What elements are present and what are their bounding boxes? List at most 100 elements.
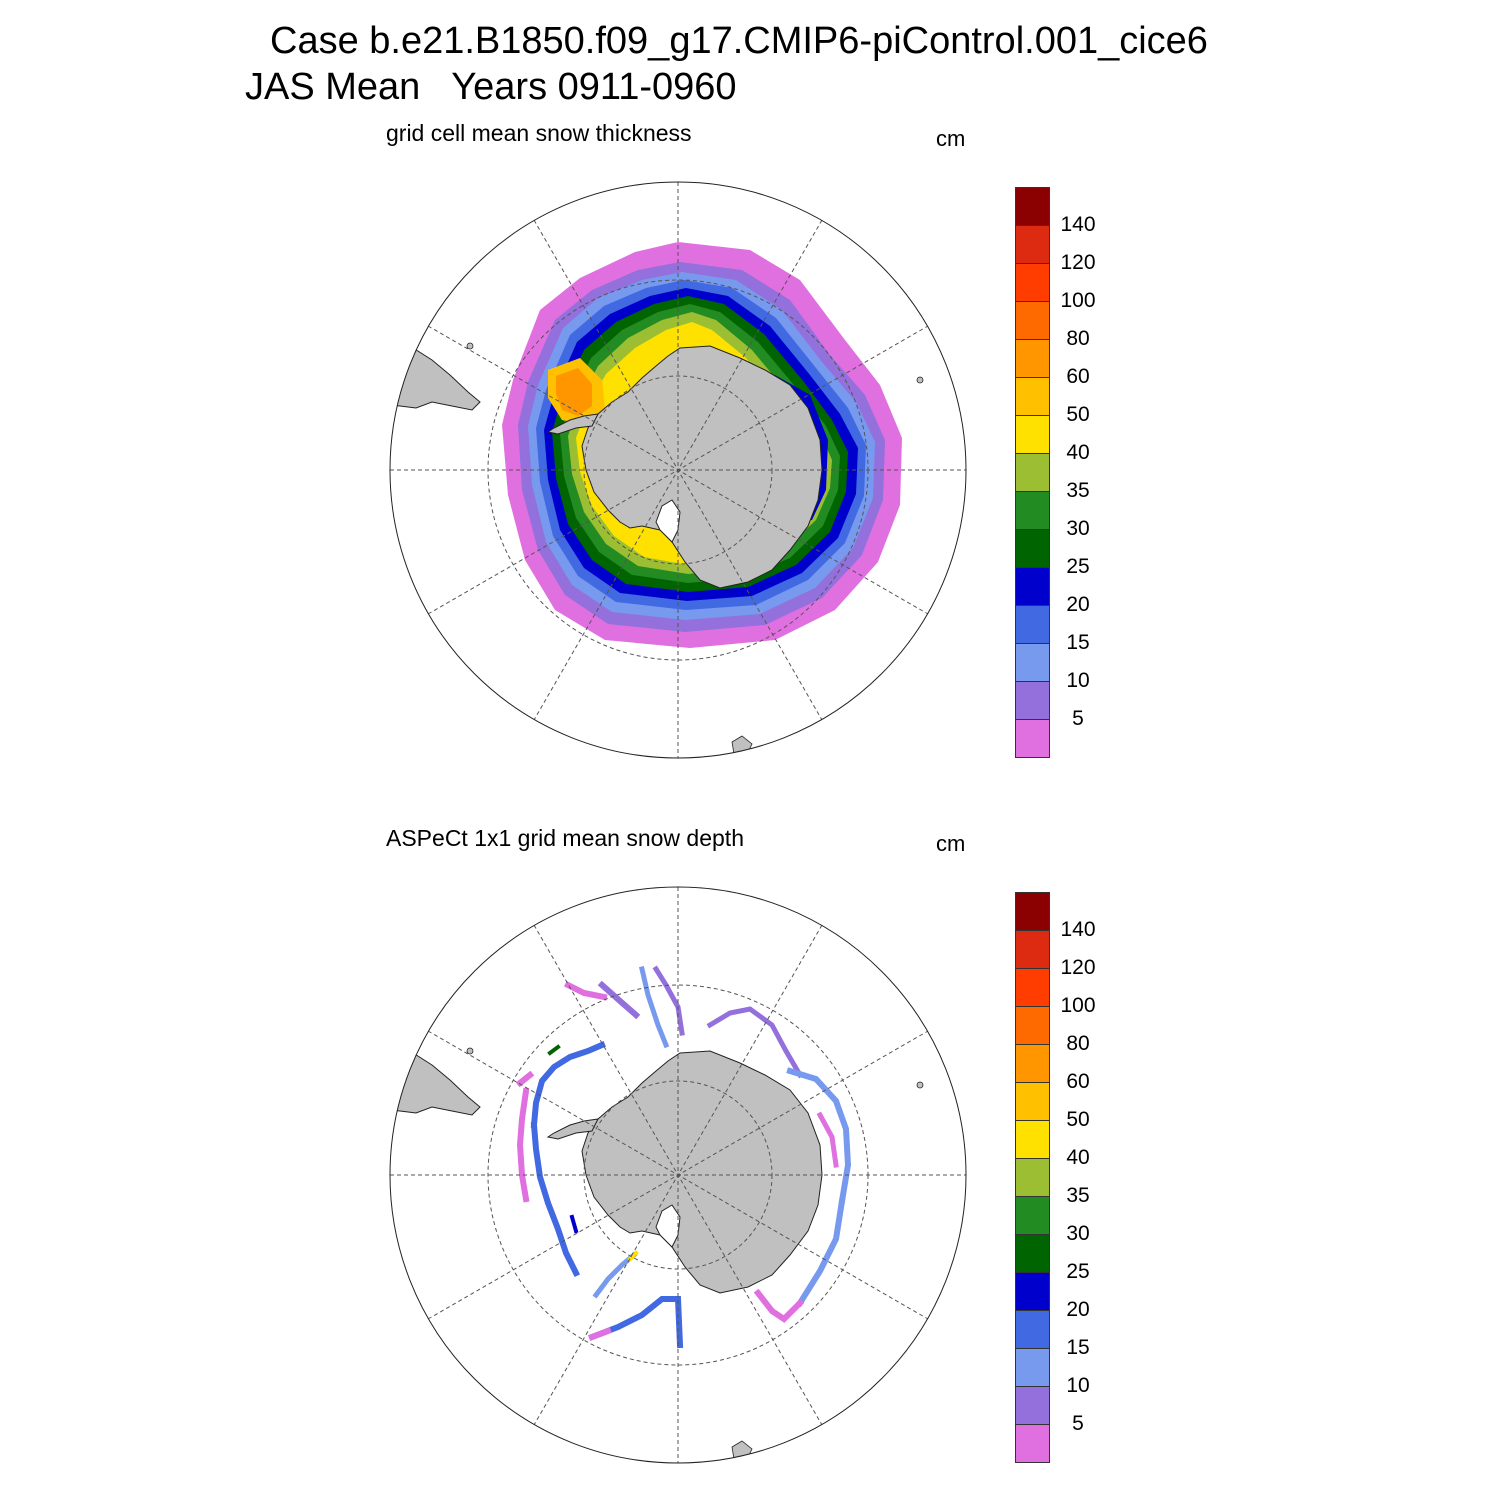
ross-sea-notch xyxy=(655,499,681,543)
colorbar-tick-label: 50 xyxy=(1066,403,1090,426)
colorbar-tick-label: 15 xyxy=(1066,1336,1090,1359)
colorbar-tick-label: 30 xyxy=(1066,517,1090,540)
colorbar-swatch xyxy=(1015,1234,1050,1273)
track-12 xyxy=(592,1251,638,1299)
colorbar-tick-label: 20 xyxy=(1066,593,1090,616)
colorbar-swatch xyxy=(1015,892,1050,931)
track-11 xyxy=(588,1327,612,1341)
track-7 xyxy=(816,1111,839,1168)
graticule xyxy=(390,887,966,1463)
track-9 xyxy=(753,1288,805,1323)
track-17 xyxy=(547,1044,561,1056)
colorbar-swatch xyxy=(1015,567,1050,606)
island-new-zealand xyxy=(731,1440,753,1462)
colorbar-tick-label: 120 xyxy=(1060,956,1096,979)
colorbar-tick-label: 40 xyxy=(1066,1146,1090,1169)
colorbar-tick-label: 25 xyxy=(1066,555,1090,578)
colorbar-tick-label: 20 xyxy=(1066,1298,1090,1321)
colorbar-swatch xyxy=(1015,339,1050,378)
island-kerguelen xyxy=(916,376,924,384)
colorbar-tick-label: 35 xyxy=(1066,1184,1090,1207)
colorbar-swatch xyxy=(1015,1158,1050,1197)
track-18 xyxy=(569,1214,579,1234)
colorbar-swatch xyxy=(1015,1196,1050,1235)
track-19 xyxy=(627,1250,639,1262)
colorbar-tick-label: 80 xyxy=(1066,1032,1090,1055)
panel-bottom-polar-map xyxy=(389,886,967,1464)
colorbar-swatch xyxy=(1015,719,1050,758)
track-5 xyxy=(706,1006,804,1079)
colorbar-tick-label: 140 xyxy=(1060,918,1096,941)
colorbar-swatch xyxy=(1015,1120,1050,1159)
colorbar-swatch xyxy=(1015,643,1050,682)
south-america-tip xyxy=(390,1050,481,1116)
panel-bottom-title: ASPeCt 1x1 grid mean snow depth xyxy=(386,825,744,851)
colorbar-swatch xyxy=(1015,377,1050,416)
colorbar-tick-label: 30 xyxy=(1066,1222,1090,1245)
antarctic-peninsula xyxy=(546,413,599,435)
colorbar-tick-label: 10 xyxy=(1066,669,1090,692)
colorbar-tick-label: 140 xyxy=(1060,213,1096,236)
colorbar-swatch xyxy=(1015,225,1050,264)
colorbar-swatch xyxy=(1015,187,1050,226)
panel-bottom-units: cm xyxy=(936,831,966,856)
observation-tracks xyxy=(515,965,852,1349)
island-new-zealand xyxy=(731,735,753,757)
track-16 xyxy=(515,1070,535,1088)
colorbar-tick-label: 35 xyxy=(1066,479,1090,502)
figure-title-period: JAS Mean Years 0911-0960 xyxy=(245,66,737,108)
ross-sea-notch xyxy=(655,1204,681,1248)
colorbar-tick-label: 40 xyxy=(1066,441,1090,464)
panel-top-units: cm xyxy=(936,126,966,151)
colorbar-swatch xyxy=(1015,1348,1050,1387)
antarctica-landmass xyxy=(581,1050,823,1294)
colorbar-swatch xyxy=(1015,1386,1050,1425)
colorbar-swatch xyxy=(1015,1424,1050,1463)
south-america-tip xyxy=(390,345,481,411)
track-4 xyxy=(652,965,685,1036)
graticule xyxy=(390,182,966,758)
snow-band-60-80 xyxy=(556,368,592,416)
track-3 xyxy=(639,966,670,1049)
colorbar-swatch xyxy=(1015,1044,1050,1083)
colorbar-swatch xyxy=(1015,491,1050,530)
colorbar-swatch xyxy=(1015,415,1050,454)
map-boundary xyxy=(389,181,967,759)
map-boundary xyxy=(389,886,967,1464)
colorbar-tick-label: 50 xyxy=(1066,1108,1090,1131)
island-falkland xyxy=(466,1047,474,1055)
track-10 xyxy=(588,1296,684,1349)
colorbar-swatch xyxy=(1015,605,1050,644)
figure-title-case: Case b.e21.B1850.f09_g17.CMIP6-piControl… xyxy=(270,20,1208,62)
colorbar-tick-label: 5 xyxy=(1072,707,1084,730)
track-6 xyxy=(786,1067,852,1205)
colorbar-swatch xyxy=(1015,529,1050,568)
panel-top-title: grid cell mean snow thickness xyxy=(386,120,692,146)
colorbar-tick-label: 10 xyxy=(1066,1374,1090,1397)
colorbar-tick-label: 60 xyxy=(1066,365,1090,388)
panel-top-polar-map xyxy=(389,181,967,759)
track-8 xyxy=(795,1197,846,1308)
colorbar-tick-label: 100 xyxy=(1060,289,1096,312)
island-kerguelen xyxy=(916,1081,924,1089)
colorbar-swatch xyxy=(1015,1082,1050,1121)
colorbar-tick-label: 15 xyxy=(1066,631,1090,654)
colorbar-swatch xyxy=(1015,1006,1050,1045)
track-15 xyxy=(530,1041,606,1129)
colorbar-tick-label: 80 xyxy=(1066,327,1090,350)
island-falkland xyxy=(466,342,474,350)
colorbar-swatch xyxy=(1015,301,1050,340)
colorbar-swatch xyxy=(1015,968,1050,1007)
track-14 xyxy=(516,1087,530,1203)
colorbar-tick-label: 120 xyxy=(1060,251,1096,274)
colorbar-tick-label: 60 xyxy=(1066,1070,1090,1093)
colorbar-tick-label: 100 xyxy=(1060,994,1096,1017)
colorbar-swatch xyxy=(1015,681,1050,720)
colorbar-swatch xyxy=(1015,1272,1050,1311)
colorbar-tick-label: 25 xyxy=(1066,1260,1090,1283)
track-1 xyxy=(563,980,608,1001)
antarctic-peninsula xyxy=(546,1118,599,1140)
track-13 xyxy=(530,1121,581,1278)
colorbar-swatch xyxy=(1015,453,1050,492)
colorbar-swatch xyxy=(1015,263,1050,302)
